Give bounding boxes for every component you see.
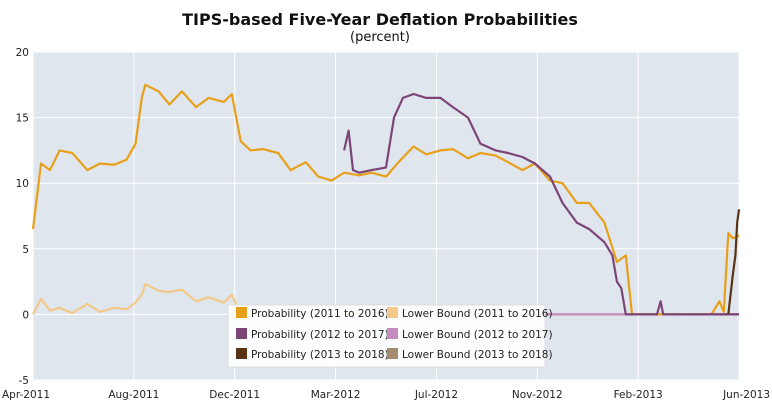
x-tick-label: Apr-2011 <box>2 389 50 401</box>
legend-swatch <box>387 307 398 318</box>
x-tick-label: Dec-2011 <box>209 389 260 401</box>
x-tick-label: Jun-2013 <box>722 389 770 401</box>
x-axis-ticks: Apr-2011 Aug-2011 Dec-2011 Mar-2012 Jul-2012… <box>2 389 770 401</box>
legend[interactable]: Probability (2011 to 2016) Lower Bound (2… <box>227 304 553 368</box>
legend-box <box>227 304 546 368</box>
legend-item[interactable]: Probability (2011 to 2016) <box>251 308 389 320</box>
legend-swatch <box>236 328 247 339</box>
legend-item[interactable]: Lower Bound (2011 to 2016) <box>402 308 553 320</box>
series-line-4 <box>727 209 741 315</box>
x-tick-label: Aug-2011 <box>108 389 159 401</box>
y-tick-label: 5 <box>22 244 29 256</box>
legend-item[interactable]: Probability (2013 to 2018) <box>251 349 389 361</box>
x-tick-label: Feb-2013 <box>614 389 663 401</box>
x-tick-label: Mar-2012 <box>311 389 361 401</box>
series-line-2 <box>343 92 739 316</box>
legend-swatch <box>236 307 247 318</box>
y-tick-label: 15 <box>16 113 29 125</box>
legend-item[interactable]: Lower Bound (2012 to 2017) <box>402 329 553 341</box>
chart-title: TIPS-based Five-Year Deflation Probabili… <box>182 10 578 29</box>
legend-swatch <box>387 328 398 339</box>
legend-item[interactable]: Probability (2012 to 2017) <box>251 329 389 341</box>
legend-swatch <box>387 348 398 359</box>
legend-item[interactable]: Lower Bound (2013 to 2018) <box>402 349 553 361</box>
y-tick-label: 20 <box>16 47 29 59</box>
x-tick-label: Nov-2012 <box>512 389 563 401</box>
chart-subtitle: (percent) <box>350 30 410 45</box>
x-tick-label: Jul-2012 <box>414 389 458 401</box>
legend-swatch <box>236 348 247 359</box>
y-axis-ticks: -5 0 5 10 15 20 <box>16 47 29 387</box>
y-tick-label: -5 <box>19 375 29 387</box>
y-tick-label: 10 <box>16 178 29 190</box>
y-tick-label: 0 <box>22 309 29 321</box>
